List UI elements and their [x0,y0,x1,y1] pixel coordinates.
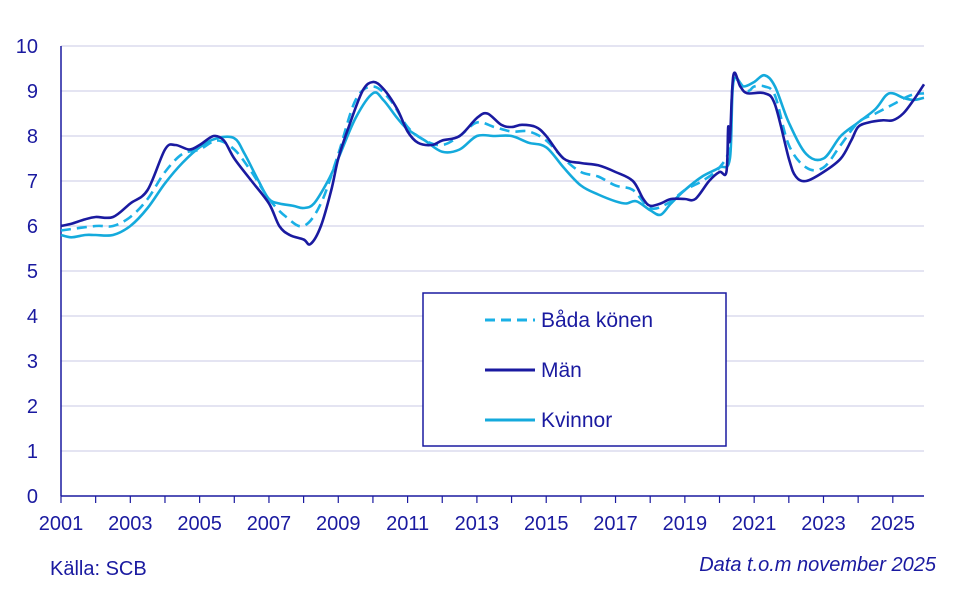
x-tick-label: 2003 [108,513,153,535]
legend-label-kvinnor: Kvinnor [541,409,612,432]
y-tick-label: 8 [27,126,38,148]
x-tick-label: 2017 [593,513,638,535]
x-axis-ticks: 2001 2003 2005 2007 2009 2011 2013 2015 2017 2019… [39,496,915,535]
data-note: Data t.o.m november 2025 [699,554,936,576]
x-tick-label: 2013 [455,513,500,535]
legend-label-man: Män [541,359,582,382]
y-tick-label: 10 [16,36,38,58]
x-tick-label: 2021 [732,513,777,535]
y-tick-label: 9 [27,81,38,103]
x-tick-label: 2023 [801,513,846,535]
series-line-kvinnor [60,73,925,239]
x-tick-label: 2011 [386,513,429,535]
x-tick-label: 2001 [39,513,84,535]
x-tick-label: 2025 [871,513,916,535]
x-tick-label: 2009 [316,513,361,535]
y-tick-label: 1 [27,441,38,463]
y-tick-label: 0 [27,486,38,508]
x-tick-label: 2015 [524,513,569,535]
legend-box [422,292,727,447]
x-tick-label: 2019 [663,513,708,535]
y-tick-label: 5 [27,261,38,283]
legend: Båda könen Män Kvinnor [422,292,727,447]
legend-label-bada: Båda könen [541,309,653,332]
y-tick-label: 2 [27,396,38,418]
y-tick-label: 3 [27,351,38,373]
x-tick-label: 2007 [247,513,292,535]
y-axis-ticks: 0 1 2 3 4 5 6 7 8 9 10 [16,36,38,508]
grid-lines [60,45,924,497]
y-tick-label: 4 [27,306,38,328]
x-tick-label: 2005 [177,513,222,535]
source-text: Källa: SCB [50,558,147,580]
series-lines [60,71,926,246]
y-tick-label: 6 [27,216,38,238]
y-tick-label: 7 [27,171,38,193]
series-line-man [60,71,926,246]
